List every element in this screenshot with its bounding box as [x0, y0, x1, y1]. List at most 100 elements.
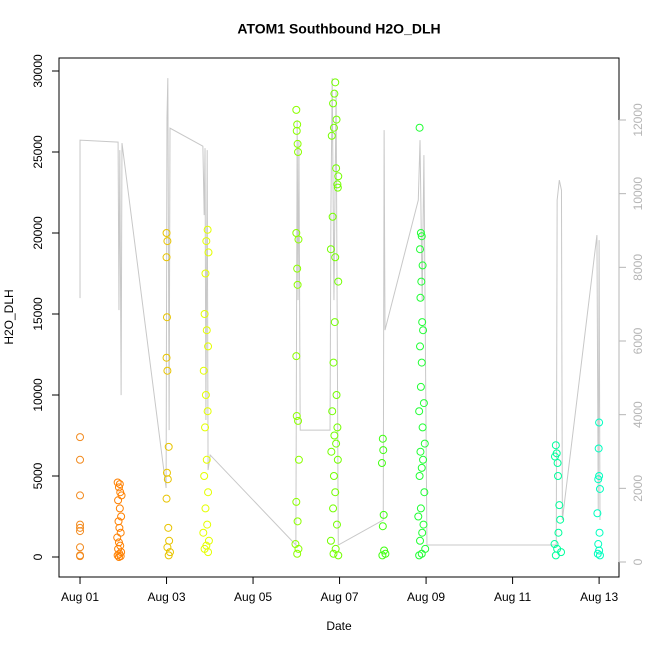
data-point	[162, 353, 171, 362]
data-point	[555, 501, 564, 510]
data-point	[420, 439, 429, 448]
data-point	[595, 418, 604, 427]
data-point	[114, 496, 123, 505]
data-point	[162, 228, 171, 237]
data-point	[294, 455, 303, 464]
data-point	[415, 123, 424, 132]
data-point	[594, 444, 603, 453]
data-point	[329, 471, 338, 480]
data-point	[326, 245, 335, 254]
y-tick-label: 30000	[31, 54, 45, 88]
data-point	[332, 520, 341, 529]
data-point	[115, 480, 124, 489]
data-point	[204, 342, 213, 351]
data-point	[116, 528, 125, 537]
data-point	[595, 528, 604, 537]
data-point	[594, 540, 603, 549]
data-point	[332, 115, 341, 124]
data-point	[76, 527, 85, 536]
data-point	[551, 551, 560, 560]
data-point	[420, 488, 429, 497]
data-point	[419, 399, 428, 408]
data-point	[76, 455, 85, 464]
data-point	[332, 439, 341, 448]
data-point	[201, 423, 210, 432]
data-point	[334, 277, 343, 286]
data-point	[326, 536, 335, 545]
data-point	[331, 488, 340, 497]
x-axis-label: Date	[326, 619, 352, 633]
data-point	[414, 512, 423, 521]
data-point	[164, 523, 173, 532]
y-tick-label: 10000	[31, 378, 45, 412]
data-point	[554, 528, 563, 537]
data-point	[202, 237, 211, 246]
data-point	[292, 497, 301, 506]
data-point	[378, 434, 387, 443]
data-point	[329, 504, 338, 513]
y2-tick-label: 8000	[631, 254, 645, 281]
data-point	[330, 318, 339, 327]
data-point	[76, 523, 85, 532]
data-point	[550, 540, 559, 549]
data-point	[293, 264, 302, 273]
y-tick-label: 15000	[31, 297, 45, 331]
x-tick-label: Aug 05	[234, 590, 272, 604]
data-point	[331, 253, 340, 262]
data-point	[200, 309, 209, 318]
data-point	[332, 164, 341, 173]
data-point	[554, 471, 563, 480]
data-point	[162, 253, 171, 262]
data-point	[333, 455, 342, 464]
data-point	[165, 536, 174, 545]
data-point	[204, 488, 213, 497]
y-tick-label: 0	[31, 553, 45, 560]
chart-title: ATOM1 Southbound H2O_DLH	[237, 21, 440, 37]
data-point	[417, 358, 426, 367]
data-point	[202, 455, 211, 464]
data-point	[593, 549, 602, 558]
data-point	[419, 455, 428, 464]
data-point	[415, 407, 424, 416]
data-point	[595, 484, 604, 493]
data-point	[378, 551, 387, 560]
data-point	[76, 552, 85, 561]
data-point	[163, 475, 172, 484]
data-point	[203, 520, 212, 529]
data-point	[204, 248, 213, 257]
data-point	[418, 318, 427, 327]
data-point	[200, 471, 209, 480]
data-point	[115, 504, 124, 513]
data-point	[379, 446, 388, 455]
data-point	[114, 483, 123, 492]
data-point	[416, 342, 425, 351]
x-tick-label: Aug 03	[148, 590, 186, 604]
data-point	[292, 126, 301, 135]
data-point	[416, 245, 425, 254]
data-point	[416, 447, 425, 456]
x-tick-label: Aug 11	[494, 590, 531, 604]
data-point	[417, 232, 426, 241]
data-point	[415, 551, 424, 560]
data-point	[292, 352, 301, 361]
data-point	[416, 293, 425, 302]
data-point	[329, 99, 338, 108]
data-point	[418, 261, 427, 270]
y-tick-label: 5000	[31, 462, 45, 489]
data-point	[294, 235, 303, 244]
data-point	[294, 147, 303, 156]
x-tick-label: Aug 07	[321, 590, 359, 604]
data-point	[327, 131, 336, 140]
data-point	[551, 441, 560, 450]
data-point	[117, 491, 126, 500]
data-point	[203, 407, 212, 416]
data-point	[333, 180, 342, 189]
data-point	[204, 548, 213, 557]
data-point	[201, 269, 210, 278]
data-point	[294, 416, 303, 425]
y2-tick-label: 4000	[631, 401, 645, 428]
y2-tick-label: 12000	[631, 103, 645, 137]
x-tick-label: Aug 13	[580, 590, 618, 604]
data-point	[416, 382, 425, 391]
